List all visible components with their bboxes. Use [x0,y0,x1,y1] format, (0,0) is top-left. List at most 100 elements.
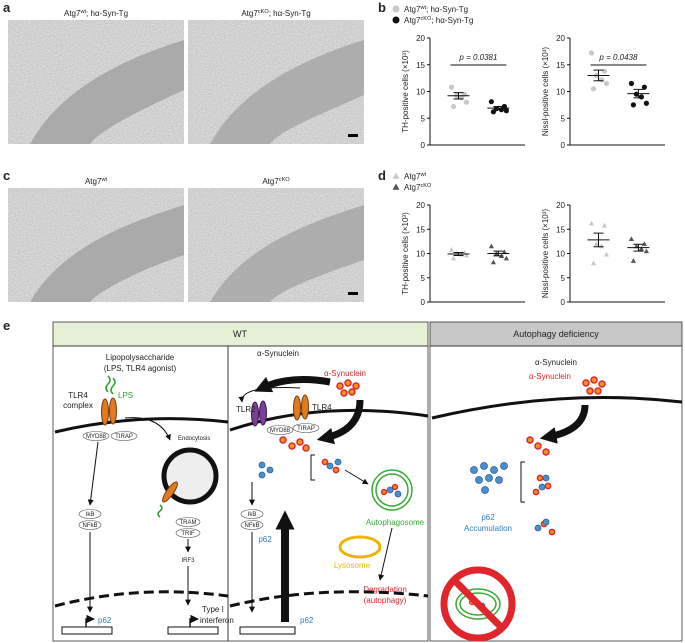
p62-dots [470,462,550,532]
membrane [229,408,429,432]
panel-label: c [3,168,10,183]
receptor [293,395,301,421]
text: TLR4 [68,391,88,400]
text: complex [63,401,93,410]
text: IRF3 [181,558,195,564]
y-tick-label: 15 [556,61,565,70]
text: IkB [248,512,257,518]
receptor [251,401,259,427]
y-tick-label: 20 [556,34,565,43]
label-text: ; hα-Syn-Tg [86,9,128,18]
sem-bar [593,69,604,82]
text: TRAM [180,520,197,526]
pill [266,425,294,435]
text: TLR4 [312,403,332,412]
arrow [189,614,199,627]
label-text: Atg7 [404,5,421,14]
label-sup: cKO [279,177,291,183]
y-tick-label: 20 [416,34,425,43]
lps [157,504,163,518]
y-axis-label: Nissl-positive cells (×10³) [541,209,550,298]
arrow [85,614,95,627]
sem-bar [633,243,644,252]
arrow [124,417,171,441]
label-sup: cKO [420,16,432,22]
sem-bar [453,92,464,100]
point [598,243,605,249]
label: Atg7cKO; hα-Syn-Tg [241,9,310,18]
pill [175,517,201,527]
text: (LPS, TLR4 agonist) [104,364,177,373]
panel-label: a [3,0,11,15]
point [503,255,509,261]
point [641,241,647,246]
header-box [52,321,429,347]
text: NFkB [245,523,260,529]
receptor [109,397,117,425]
point [392,183,400,190]
text: MYD88 [86,434,107,440]
point [598,77,605,83]
gene [239,626,296,635]
label-text: ; hα-Syn-Tg [269,9,311,18]
text: IkB [86,512,95,518]
y-tick-label: 0 [421,298,426,307]
box [227,345,429,642]
label-text: ; hα-Syn-Tg [431,16,473,25]
y-axis-label: Nissl-positive cells (×10³) [541,47,550,136]
text: TRIF [181,531,195,537]
gene [167,626,219,635]
point [490,109,496,115]
receptor [259,400,267,426]
p-value: p = 0.0381 [458,53,497,62]
big-arrow [254,376,331,393]
y-tick-label: 0 [421,141,426,150]
autophagosome [375,473,409,507]
micrograph [188,20,364,144]
point [643,248,649,254]
pill [240,509,264,519]
text: Degradation [363,585,407,594]
point [593,241,600,246]
text: α-Synuclein [257,349,299,358]
point [638,246,644,251]
y-tick-label: 5 [421,274,426,283]
point [463,99,470,105]
text: Autophagosome [366,518,425,527]
text: Type I [202,605,224,614]
text: Lysosome [334,561,371,570]
point [490,259,496,265]
lps [105,375,116,395]
pill [110,431,138,441]
point [601,68,608,74]
point [590,86,597,92]
y-tick-label: 10 [416,250,425,259]
y-tick-label: 5 [561,114,566,123]
big-arrow [316,399,364,445]
panel-label: e [3,318,10,333]
point [392,172,400,179]
text: α-Synuclein [535,358,577,367]
text: Accumulation [464,524,512,533]
point [450,255,457,261]
label-sup: wt [79,9,86,15]
synuclein [279,379,399,496]
point [392,5,400,13]
text: Lipopolysaccharide [106,353,175,362]
point [461,249,468,255]
charts: 0 5 10 15 20 TH-positive cells (×10³) p = 0.03… [401,34,665,307]
label-sup: cKO [258,9,270,15]
point [643,100,650,106]
pill [82,431,110,441]
label: Atg7wt [404,172,427,181]
text: NFkB [83,523,98,529]
panel-label: d [378,168,386,183]
micrograph [8,20,184,144]
arrow [238,387,301,403]
sem-bar [593,232,604,248]
y-axis-label: TH-positive cells (×10³) [401,50,410,133]
point [633,243,639,249]
big-arrow [539,404,589,444]
point [450,103,457,110]
